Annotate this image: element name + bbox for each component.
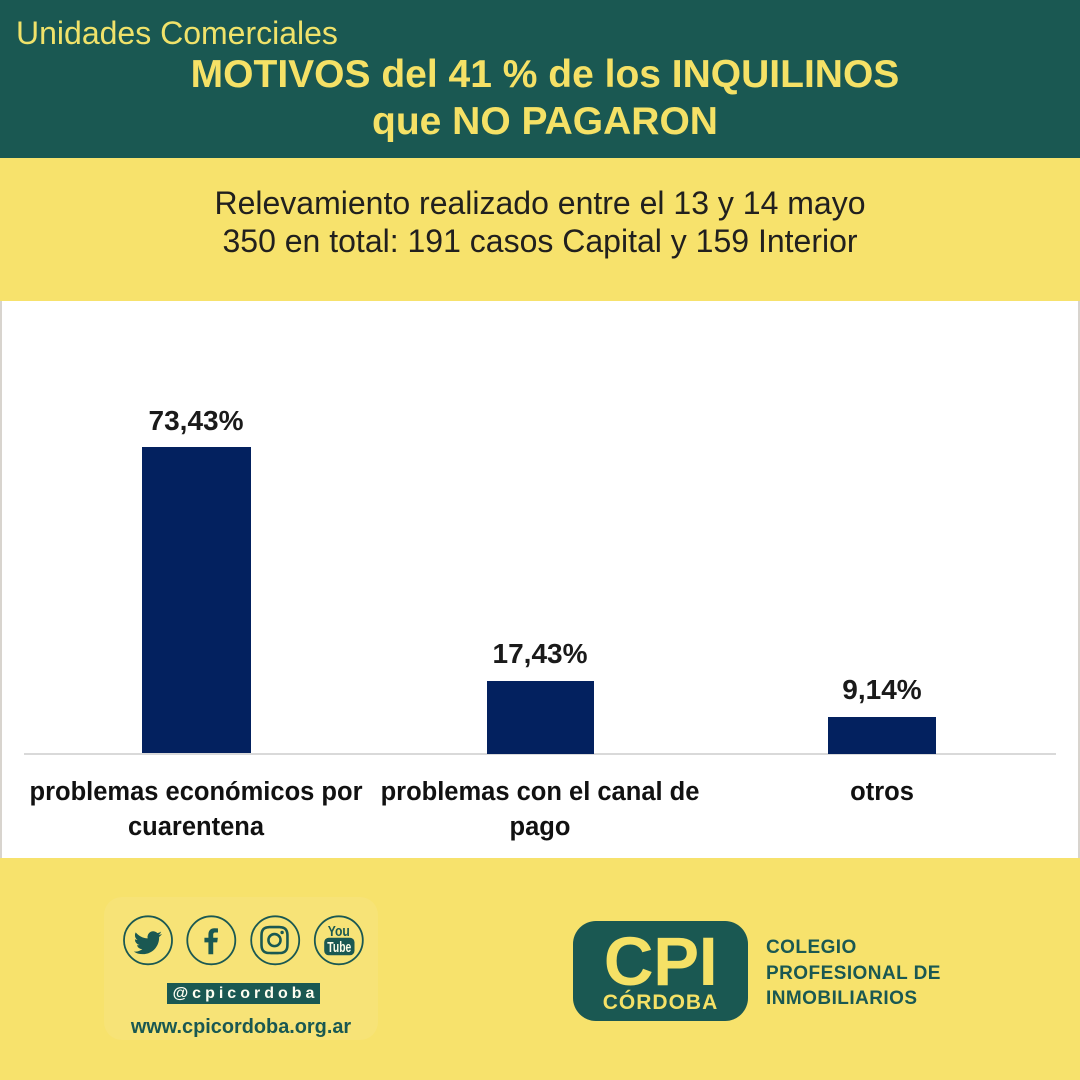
svg-text:Tube: Tube — [327, 939, 351, 956]
svg-text:You: You — [328, 923, 350, 940]
